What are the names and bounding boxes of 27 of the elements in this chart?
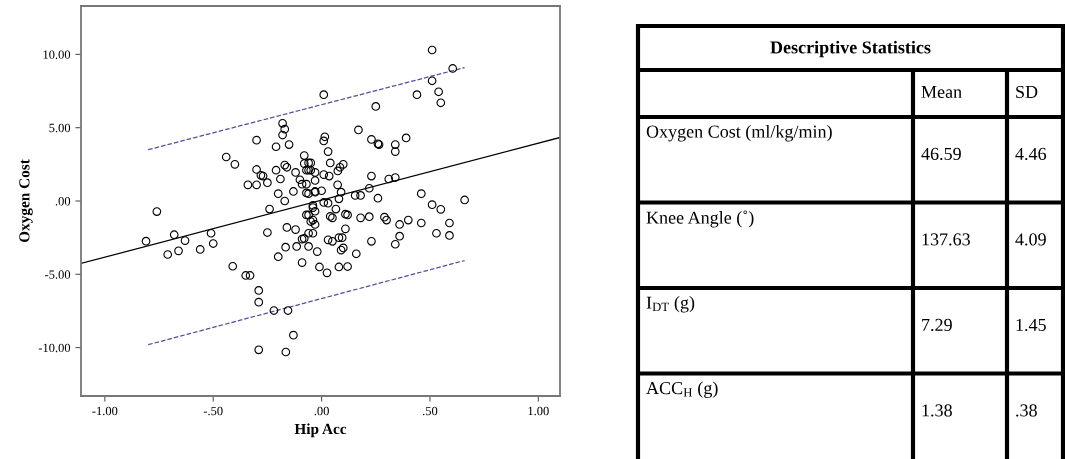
data-label: 46.59 bbox=[921, 147, 961, 161]
x-tick-label: .50 bbox=[422, 406, 438, 416]
category-label: Knee Angle (˚) bbox=[646, 210, 754, 228]
data-label: 7.29 bbox=[922, 318, 952, 332]
text: Descriptive Statistics bbox=[770, 40, 931, 58]
data-label: 1.38 bbox=[922, 404, 952, 417]
y-tick-label: 10.00 bbox=[43, 50, 71, 59]
category-label: ACC$_{H}$ (g) bbox=[646, 381, 718, 398]
data-label: .38 bbox=[1016, 404, 1037, 417]
y-tick-label: 5.00 bbox=[49, 123, 71, 133]
y-axis-title: Oxygen Cost bbox=[19, 159, 33, 243]
x-tick-label: 1.00 bbox=[528, 406, 549, 416]
data-label: 137.63 bbox=[922, 233, 970, 246]
x-tick-label: .00 bbox=[314, 406, 329, 416]
text: SD bbox=[1016, 85, 1038, 99]
x-axis-title: Hip Acc bbox=[294, 423, 347, 438]
x-tick-label: -1.00 bbox=[92, 406, 118, 416]
y-tick-label: -5.00 bbox=[45, 270, 71, 279]
y-tick-label: .00 bbox=[55, 197, 71, 206]
y-tick-label: -10.00 bbox=[38, 343, 71, 353]
data-label: 4.46 bbox=[1015, 147, 1047, 161]
data-label: 1.45 bbox=[1016, 318, 1046, 332]
x-tick-label: -.50 bbox=[203, 406, 223, 416]
category-label: Oxygen Cost (ml/kg/min) bbox=[646, 125, 832, 142]
data-label: 4.09 bbox=[1015, 233, 1046, 246]
text: Mean bbox=[921, 86, 962, 99]
category-label: I$_{DT}$ (g) bbox=[646, 296, 695, 313]
